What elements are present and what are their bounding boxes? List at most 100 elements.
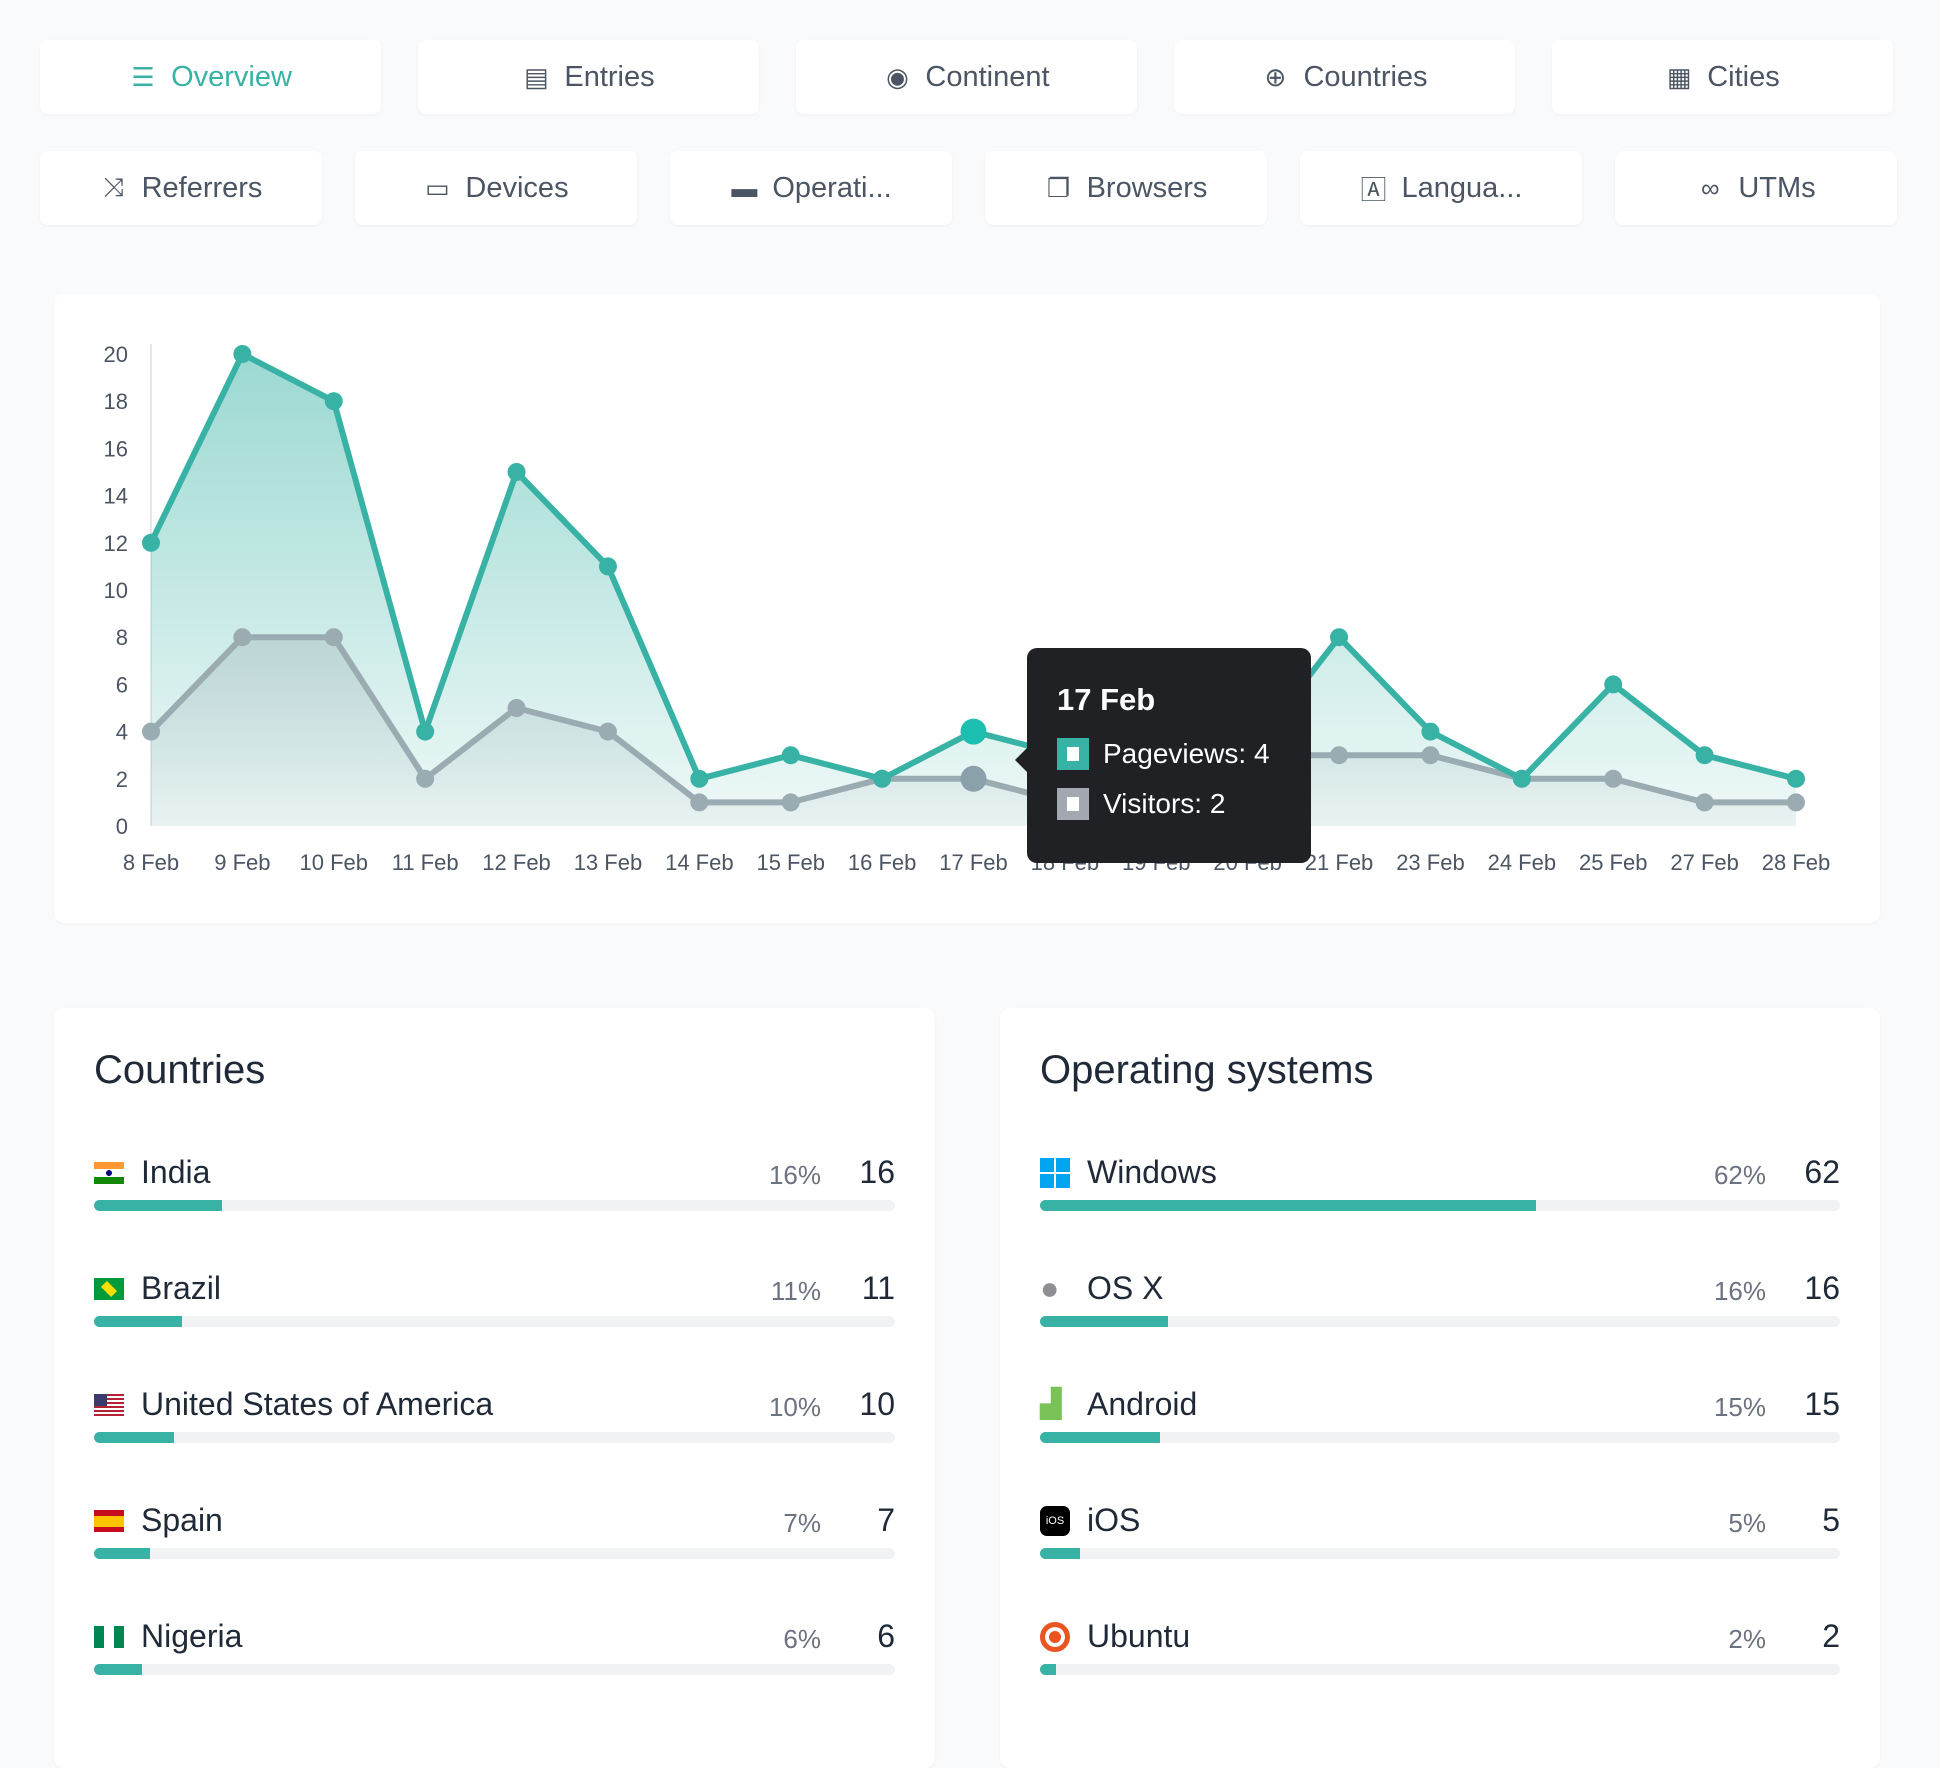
point-pageviews bbox=[1695, 746, 1714, 765]
item-count: 6 bbox=[877, 1618, 895, 1654]
visitors-swatch bbox=[1057, 788, 1089, 820]
tab-countries[interactable]: ⊕ Countries bbox=[1174, 40, 1515, 114]
laptop-icon: ▭ bbox=[425, 172, 450, 203]
tab-cities[interactable]: ▦ Cities bbox=[1552, 40, 1893, 114]
chart-tooltip: 17 Feb Pageviews: 4 Visitors: 2 bbox=[1015, 648, 1311, 863]
point-pageviews bbox=[690, 769, 709, 788]
list-item[interactable]: ● OS X 16% 16 bbox=[1040, 1270, 1840, 1350]
tab-operati[interactable]: ▬ Operati... bbox=[670, 151, 952, 225]
pageviews-chart[interactable]: 0 2 4 6 8 10 12 14 16 18 20 8 Feb 9 Feb 10 Feb 11 Feb 1… bbox=[0, 0, 1940, 900]
tab-browsers[interactable]: ❐ Browsers bbox=[985, 151, 1267, 225]
countries-panel: Countries India 16% 16 Brazil 11% 11 Uni… bbox=[54, 1008, 935, 1768]
x-tick-label: 23 Feb bbox=[1396, 850, 1465, 875]
item-percent: 6% bbox=[783, 1624, 821, 1654]
x-tick-label: 8 Feb bbox=[123, 850, 179, 875]
item-percent: 16% bbox=[768, 1160, 821, 1190]
server-icon: ▬ bbox=[731, 172, 758, 203]
list-item[interactable]: Ubuntu 2% 2 bbox=[1040, 1618, 1840, 1698]
point-pageviews bbox=[416, 722, 435, 741]
list-item[interactable]: United States of America 10% 10 bbox=[94, 1386, 895, 1466]
tab-devices[interactable]: ▭ Devices bbox=[355, 151, 637, 225]
progress-bar bbox=[94, 1316, 895, 1327]
item-percent: 10% bbox=[768, 1392, 821, 1422]
point-pageviews bbox=[507, 463, 526, 481]
point-pageviews bbox=[1604, 675, 1623, 694]
item-count: 2 bbox=[1822, 1618, 1840, 1654]
point-pageviews bbox=[233, 345, 252, 363]
y-tick-label: 4 bbox=[116, 720, 128, 745]
list-item[interactable]: iOS iOS 5% 5 bbox=[1040, 1502, 1840, 1582]
list-item[interactable]: India 16% 16 bbox=[94, 1154, 895, 1234]
tab-overview[interactable]: ☰ Overview bbox=[40, 40, 381, 114]
area-pageviews bbox=[151, 354, 1796, 826]
apple-icon: ● bbox=[1040, 1270, 1060, 1306]
point-visitors bbox=[960, 765, 987, 792]
item-count: 11 bbox=[861, 1270, 895, 1306]
point-pageviews bbox=[1330, 628, 1349, 647]
y-tick-label: 2 bbox=[116, 767, 128, 792]
progress-fill bbox=[94, 1316, 183, 1327]
tab-label: Entries bbox=[564, 60, 655, 93]
ubuntu-icon bbox=[1040, 1622, 1072, 1652]
windows-icon bbox=[1040, 1158, 1072, 1188]
ios-icon: iOS bbox=[1040, 1506, 1072, 1536]
item-label: iOS bbox=[1087, 1502, 1141, 1538]
tab-referrers[interactable]: ⤨ Referrers bbox=[40, 151, 322, 225]
list-item[interactable]: ▟ Android 15% 15 bbox=[1040, 1386, 1840, 1466]
city-icon: ▦ bbox=[1666, 61, 1692, 92]
list-icon: ☰ bbox=[131, 61, 155, 92]
window-icon: ❐ bbox=[1046, 172, 1071, 203]
y-tick-label: 10 bbox=[104, 578, 128, 603]
tab-label: Devices bbox=[465, 171, 569, 204]
point-pageviews bbox=[1421, 722, 1440, 741]
item-percent: 11% bbox=[770, 1276, 821, 1306]
x-tick-label: 11 Feb bbox=[392, 850, 459, 875]
item-label: India bbox=[141, 1154, 211, 1190]
x-tick-label: 13 Feb bbox=[574, 850, 643, 875]
tab-label: Overview bbox=[171, 60, 292, 93]
flag-es-icon bbox=[94, 1510, 124, 1532]
x-tick-label: 10 Feb bbox=[300, 850, 369, 875]
point-pageviews bbox=[324, 392, 343, 411]
y-tick-label: 0 bbox=[116, 814, 128, 839]
progress-fill bbox=[94, 1664, 143, 1675]
x-tick-label: 17 Feb bbox=[939, 850, 1008, 875]
tab-langua[interactable]: 🄰 Langua... bbox=[1300, 151, 1582, 225]
x-tick-label: 12 Feb bbox=[482, 850, 551, 875]
flag-us-icon bbox=[94, 1394, 124, 1416]
y-tick-label: 16 bbox=[104, 436, 128, 461]
item-percent: 16% bbox=[1713, 1276, 1766, 1306]
globe-icon: ⊕ bbox=[1264, 61, 1287, 92]
tab-label: Countries bbox=[1303, 60, 1428, 93]
tab-label: Langua... bbox=[1401, 171, 1523, 204]
tab-label: Operati... bbox=[772, 171, 892, 204]
point-pageviews bbox=[142, 533, 160, 552]
item-count: 62 bbox=[1804, 1154, 1840, 1190]
tab-entries[interactable]: ▤ Entries bbox=[418, 40, 759, 114]
tab-continent[interactable]: ◉ Continent bbox=[796, 40, 1137, 114]
item-percent: 2% bbox=[1728, 1624, 1766, 1654]
list-item[interactable]: Brazil 11% 11 bbox=[94, 1270, 895, 1350]
item-count: 10 bbox=[859, 1386, 895, 1422]
item-percent: 5% bbox=[1728, 1508, 1766, 1538]
list-item[interactable]: Nigeria 6% 6 bbox=[94, 1618, 895, 1698]
shuffle-icon: ⤨ bbox=[103, 172, 124, 202]
point-visitors bbox=[598, 722, 617, 741]
item-label: OS X bbox=[1087, 1270, 1164, 1306]
operating-systems-panel: Operating systems Windows 62% 62 ● OS X 1… bbox=[1000, 1008, 1880, 1768]
point-pageviews bbox=[1512, 769, 1531, 788]
x-tick-label: 25 Feb bbox=[1579, 850, 1648, 875]
point-visitors bbox=[324, 628, 343, 647]
progress-bar bbox=[94, 1432, 895, 1443]
link-icon: ∞ bbox=[1701, 172, 1720, 203]
item-label: Android bbox=[1087, 1386, 1198, 1422]
item-label: Ubuntu bbox=[1087, 1618, 1191, 1654]
tooltip-visitors: Visitors: 2 bbox=[1103, 788, 1226, 819]
y-tick-label: 14 bbox=[104, 484, 128, 509]
x-tick-label: 15 Feb bbox=[756, 850, 825, 875]
tab-utms[interactable]: ∞ UTMs bbox=[1615, 151, 1897, 225]
tab-label: UTMs bbox=[1738, 171, 1816, 204]
list-item[interactable]: Windows 62% 62 bbox=[1040, 1154, 1840, 1234]
y-tick-label: 8 bbox=[116, 625, 128, 650]
list-item[interactable]: Spain 7% 7 bbox=[94, 1502, 895, 1582]
